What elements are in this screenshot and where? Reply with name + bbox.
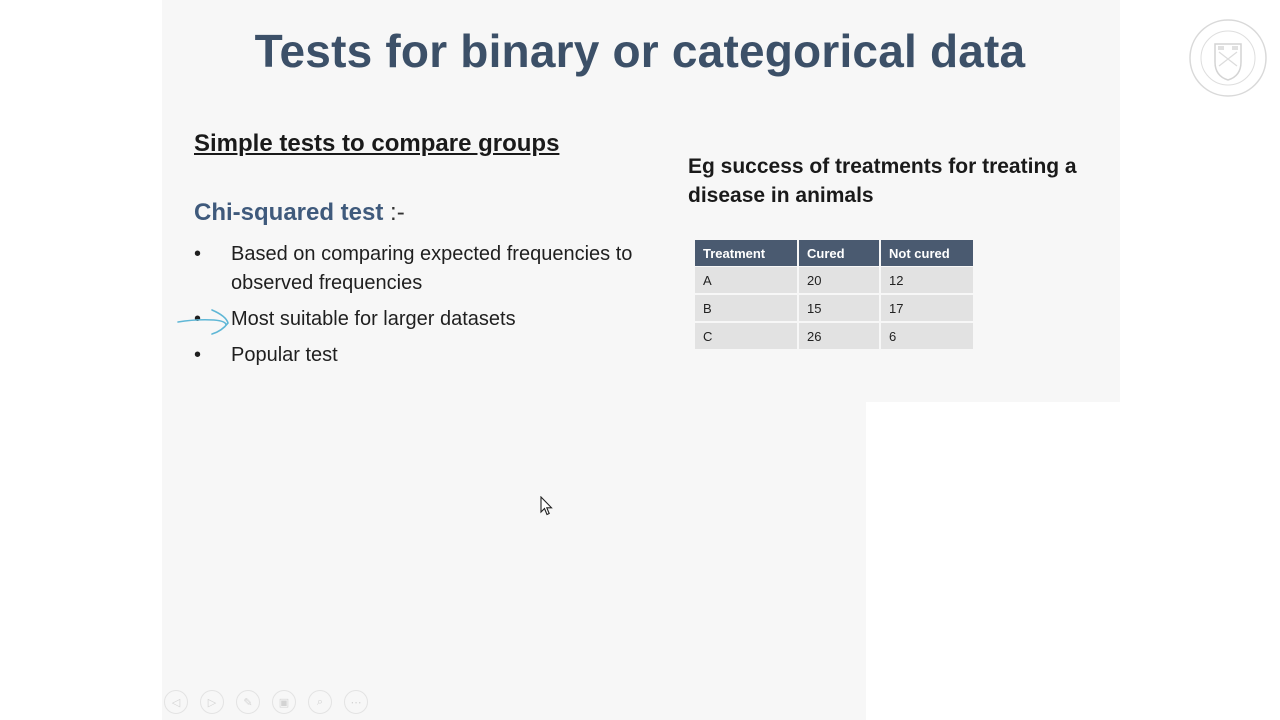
slide-title: Tests for binary or categorical data (254, 25, 1026, 77)
table-row: A 20 12 (695, 267, 973, 294)
bullet-text: Based on comparing expected frequencies … (231, 243, 633, 294)
university-crest-logo (1189, 19, 1267, 97)
table-cell: 6 (881, 323, 973, 350)
table-cell: 20 (799, 267, 879, 294)
zoom-icon[interactable]: ⌕ (308, 690, 332, 714)
bullet-list: • Based on comparing expected frequencies… (194, 240, 664, 377)
table-cell: B (695, 295, 797, 322)
table-row: C 26 6 (695, 323, 973, 350)
pen-arrow-annotation (177, 309, 229, 335)
table-cell: 26 (799, 323, 879, 350)
bullet-text: Popular test (231, 344, 338, 366)
white-overlay-area (866, 402, 1120, 720)
column-header-cured: Cured (799, 240, 879, 266)
pen-icon[interactable]: ✎ (236, 690, 260, 714)
column-header-treatment: Treatment (695, 240, 797, 266)
results-table: Treatment Cured Not cured A 20 12 B 15 1… (693, 239, 975, 351)
table-cell: A (695, 267, 797, 294)
slides-icon[interactable]: ▣ (272, 690, 296, 714)
bullet-item: • Popular test (194, 341, 664, 370)
section-subheading: Simple tests to compare groups (194, 130, 560, 157)
test-name-label: Chi-squared test (194, 199, 384, 226)
bullet-dot: • (194, 243, 202, 265)
table-cell: C (695, 323, 797, 350)
table-cell: 15 (799, 295, 879, 322)
bullet-item: • Most suitable for larger datasets (194, 305, 664, 334)
table-cell: 12 (881, 267, 973, 294)
test-name-suffix: :- (383, 199, 405, 226)
table-header-row: Treatment Cured Not cured (695, 240, 973, 266)
more-icon[interactable]: ⋯ (344, 690, 368, 714)
example-title: Eg success of treatments for treating a … (688, 155, 1077, 207)
bullet-dot: • (194, 308, 202, 330)
slideshow-toolbar: ◁ ▷ ✎ ▣ ⌕ ⋯ (164, 690, 368, 714)
table-cell: 17 (881, 295, 973, 322)
column-header-not-cured: Not cured (881, 240, 973, 266)
previous-icon[interactable]: ◁ (164, 690, 188, 714)
table-row: B 15 17 (695, 295, 973, 322)
bullet-text: Most suitable for larger datasets (231, 308, 516, 330)
bullet-dot: • (194, 344, 202, 366)
bullet-item: • Based on comparing expected frequencies… (194, 240, 664, 298)
test-name-heading: Chi-squared test :- (194, 199, 405, 227)
mouse-pointer-icon (540, 496, 553, 516)
next-icon[interactable]: ▷ (200, 690, 224, 714)
